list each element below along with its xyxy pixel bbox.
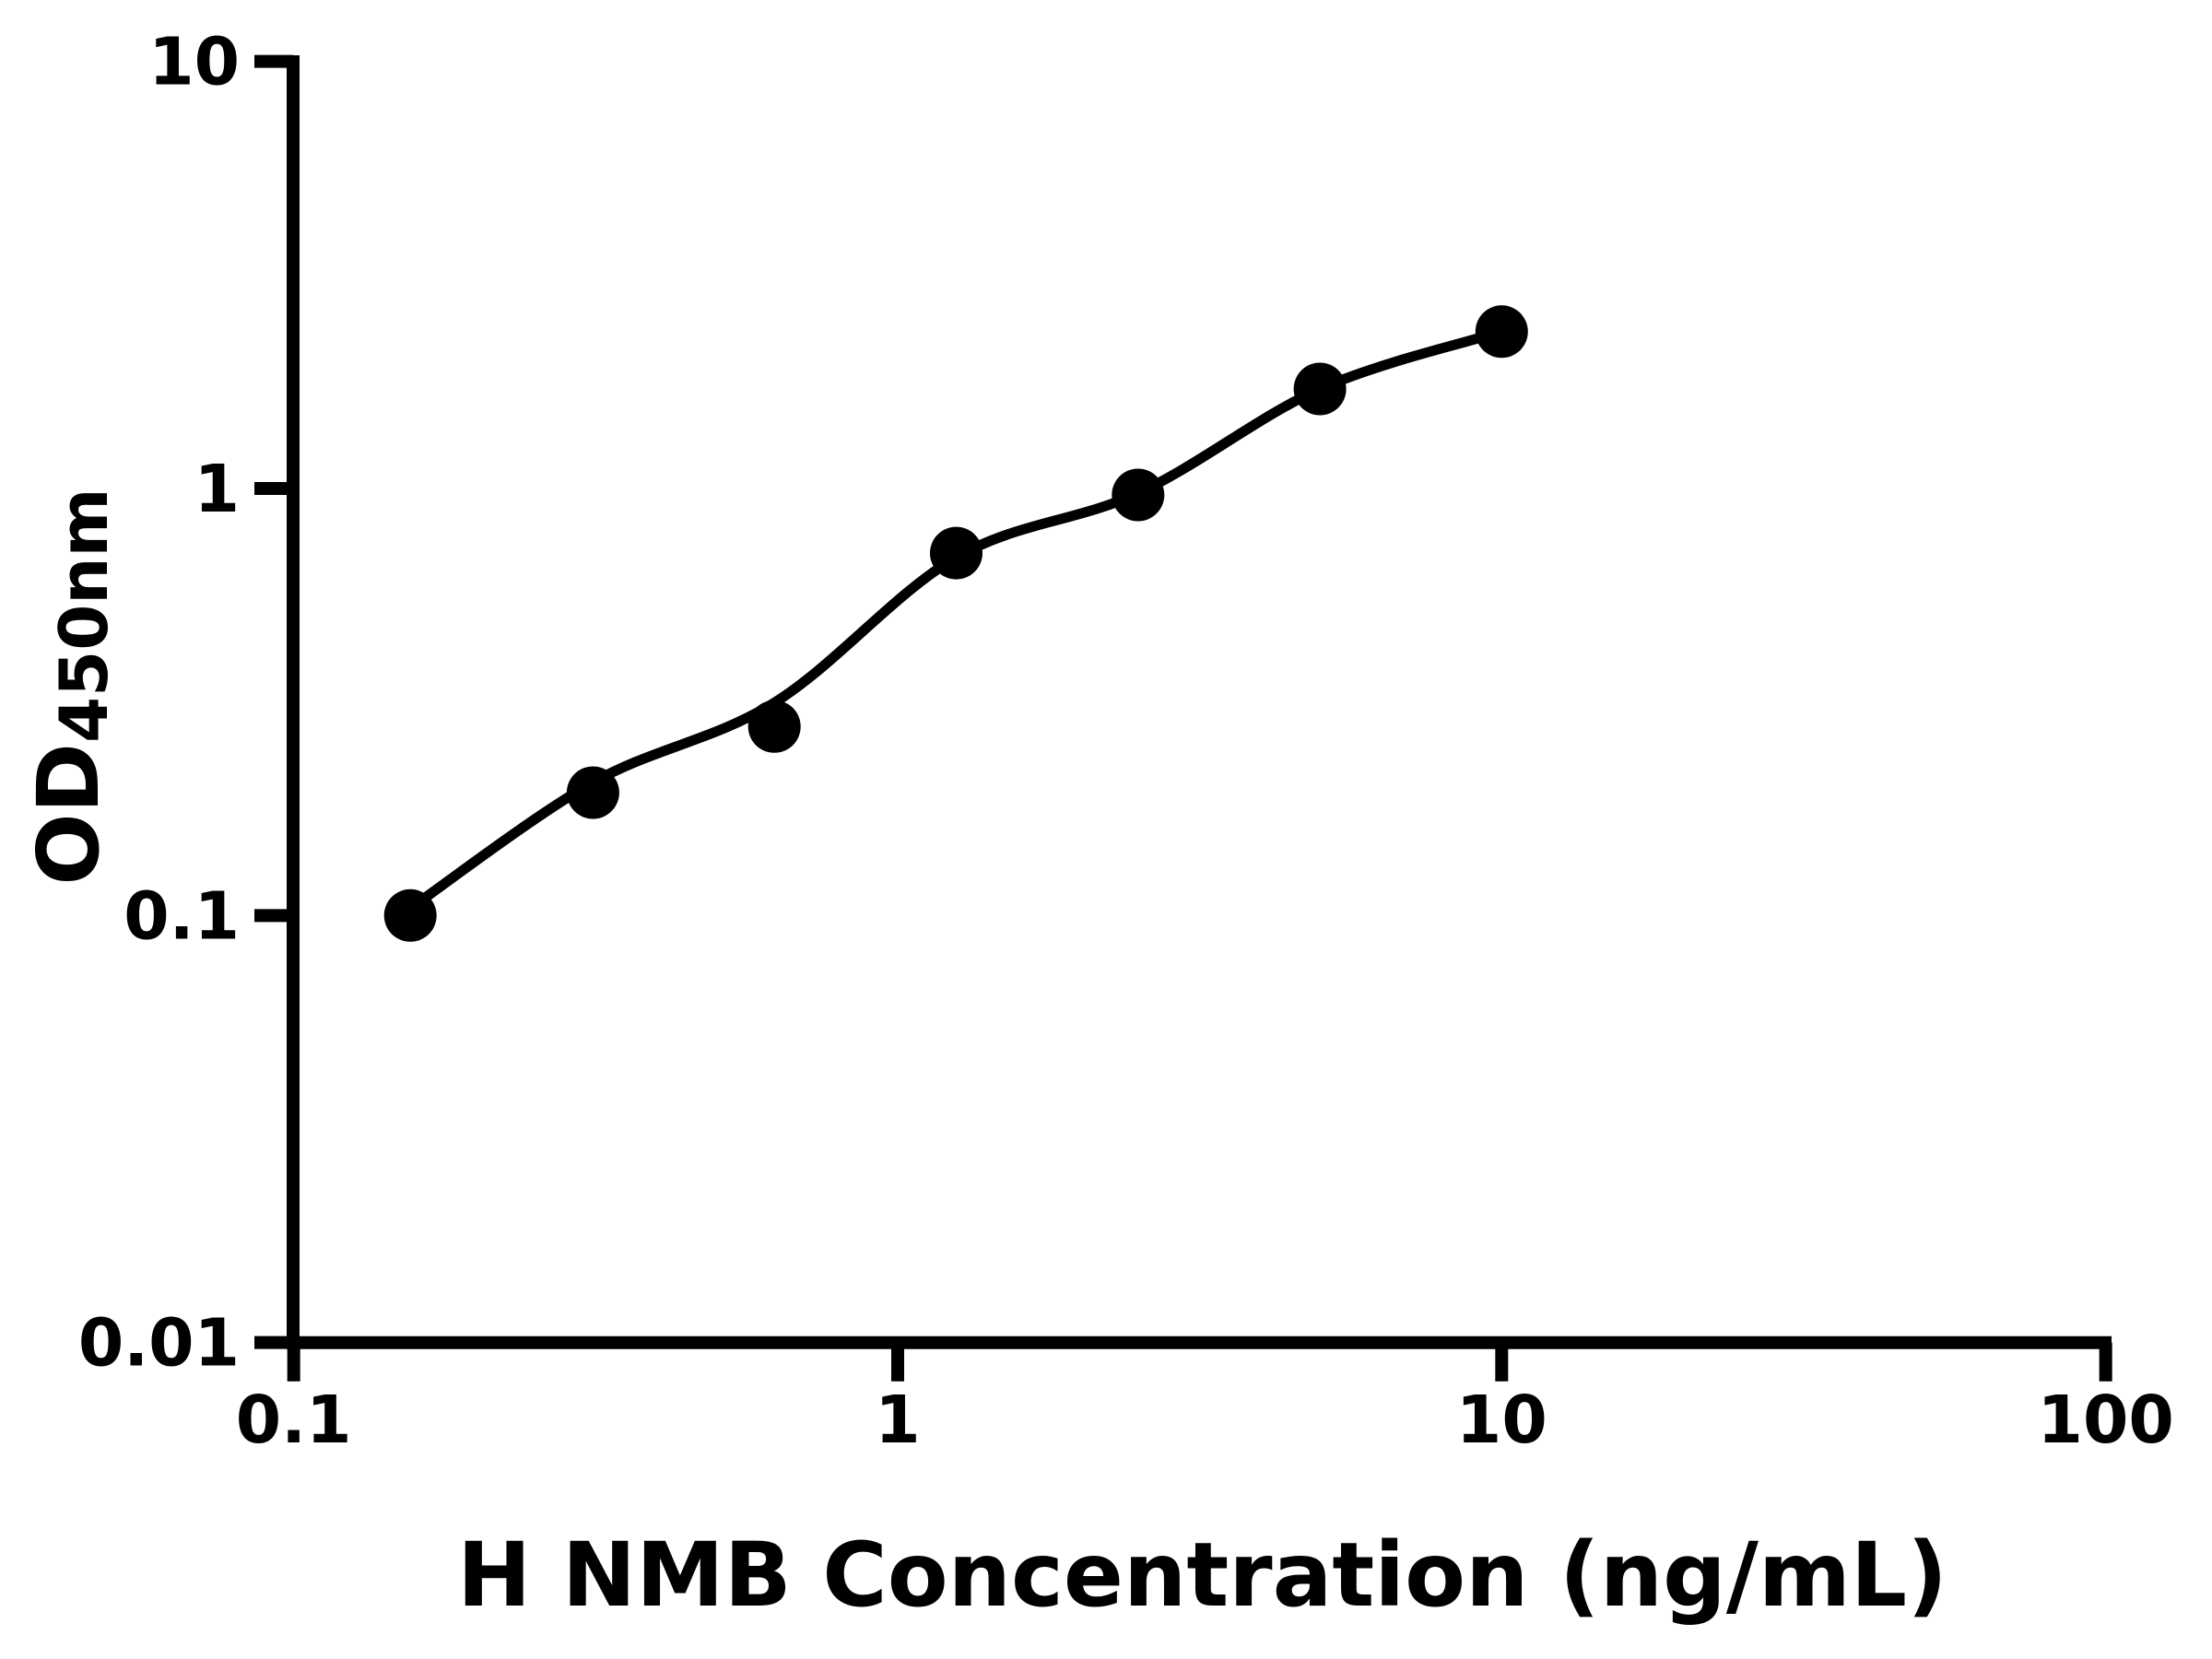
x-tick-label: 1 [875,1382,920,1458]
x-tick-label: 0.1 [236,1382,352,1458]
x-tick-label: 10 [1456,1382,1547,1458]
y-axis-title-main: OD [19,743,118,886]
x-axis-title: H NMB Concentration (ng/mL) [457,1524,1947,1627]
y-tick-label: 0.1 [124,877,240,954]
data-point [383,888,437,942]
data-point [930,526,982,580]
y-axis-title: OD450nm [19,488,123,885]
data-point [747,700,801,753]
y-axis-title-subscript: 450nm [45,488,123,743]
fit-curve [407,326,1503,912]
data-point [1112,468,1165,522]
x-tick-label: 100 [2038,1382,2174,1458]
y-tick-label: 0.01 [78,1305,240,1382]
data-point [1475,305,1528,359]
data-point [566,766,619,819]
axis-lines [287,55,2112,1349]
y-tick-label: 1 [194,451,240,527]
y-tick-label: 10 [148,24,240,100]
data-point [1293,362,1347,416]
